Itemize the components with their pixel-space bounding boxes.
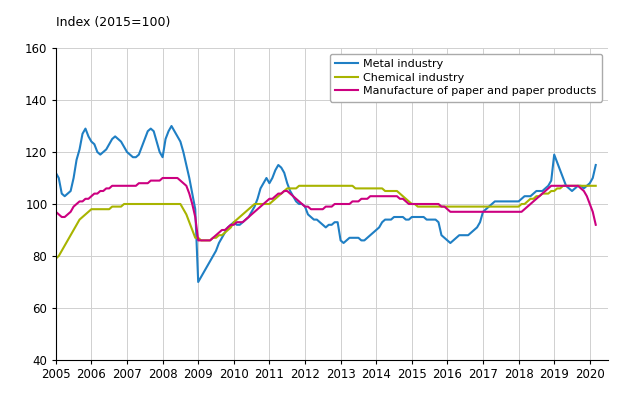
Manufacture of paper and paper products [55,212,63,217]
Manufacture of paper and paper products [195,238,202,243]
Chemical industry [592,183,600,188]
Metal industry [123,150,131,154]
Line: Manufacture of paper and paper products: Manufacture of paper and paper products [56,178,596,240]
Metal industry [135,152,143,157]
Chemical industry [135,202,143,206]
Metal industry [55,176,63,180]
Chemical industry [55,254,63,258]
Manufacture of paper and paper products [159,176,166,180]
Metal industry [331,220,339,224]
Legend: Metal industry, Chemical industry, Manufacture of paper and paper products: Metal industry, Chemical industry, Manuf… [330,54,602,102]
Chemical industry [221,230,229,235]
Chemical industry [52,256,60,261]
Text: Index (2015=100): Index (2015=100) [56,16,170,29]
Metal industry [52,170,60,175]
Manufacture of paper and paper products [290,194,297,198]
Metal industry [168,124,175,128]
Chemical industry [123,202,131,206]
Manufacture of paper and paper products [227,222,234,227]
Chemical industry [283,186,291,191]
Metal industry [227,222,234,227]
Manufacture of paper and paper products [123,183,131,188]
Metal industry [290,194,297,198]
Manufacture of paper and paper products [135,181,143,186]
Chemical industry [328,183,335,188]
Metal industry [592,162,600,167]
Metal industry [195,280,202,284]
Manufacture of paper and paper products [592,222,600,227]
Line: Metal industry: Metal industry [56,126,596,282]
Manufacture of paper and paper products [331,202,339,206]
Manufacture of paper and paper products [52,210,60,214]
Line: Chemical industry: Chemical industry [56,186,596,258]
Chemical industry [295,183,303,188]
